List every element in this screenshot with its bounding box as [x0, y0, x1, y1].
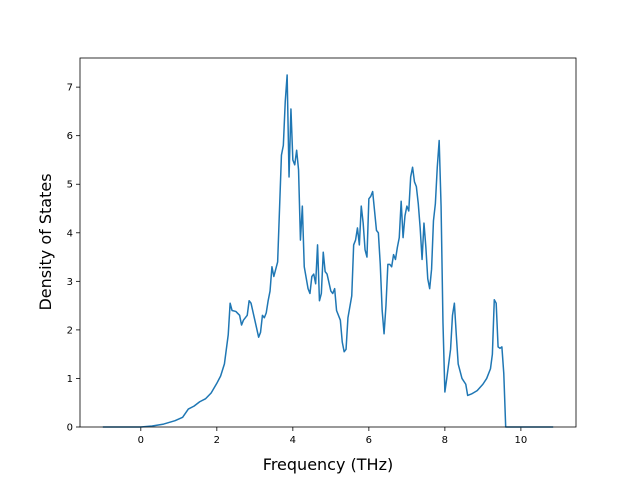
y-tick-label: 6	[67, 131, 73, 142]
y-tick-label: 3	[67, 277, 73, 288]
x-tick-label: 4	[290, 435, 296, 446]
y-tick-label: 2	[67, 325, 73, 336]
y-tick-label: 4	[67, 228, 73, 239]
x-tick-label: 2	[214, 435, 220, 446]
plot-background	[80, 58, 576, 427]
x-axis-label: Frequency (THz)	[263, 455, 393, 474]
axis-ticks: 0 2 4 6 8 10 0 1 2 3 4 5 6 7	[67, 83, 528, 446]
y-tick-label: 0	[67, 423, 73, 434]
plot-frame	[79, 57, 577, 428]
x-tick-label: 10	[515, 435, 528, 446]
x-tick-label: 6	[366, 435, 372, 446]
y-tick-label: 1	[67, 374, 73, 385]
x-tick-label: 8	[442, 435, 448, 446]
y-tick-label: 5	[67, 180, 73, 191]
dos-series-line	[102, 74, 554, 428]
x-tick-label: 0	[138, 435, 144, 446]
y-tick-label: 7	[67, 83, 73, 94]
y-axis-label: Density of States	[36, 173, 55, 310]
